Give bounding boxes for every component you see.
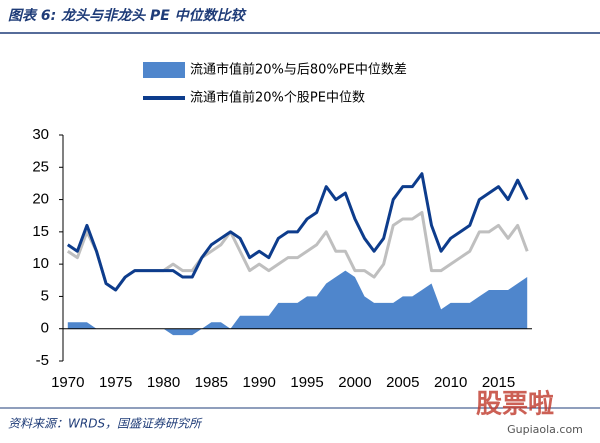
x-tick-label: 2005 bbox=[386, 374, 419, 391]
y-tick-label: -5 bbox=[36, 352, 49, 369]
y-tick-label: 15 bbox=[32, 223, 49, 240]
x-tick-label: 1975 bbox=[99, 374, 132, 391]
line bbox=[66, 172, 529, 292]
y-tick-label: 0 bbox=[41, 320, 49, 337]
area bbox=[67, 270, 528, 336]
chart-title: 图表 6: 龙头与非龙头 PE 中位数比较 bbox=[8, 7, 247, 24]
x-tick-label: 2010 bbox=[434, 374, 467, 391]
source: 资料来源：WRDS，国盛证券研究所 bbox=[8, 417, 203, 431]
legend-label: 流通市值前20%个股PE中位数 bbox=[190, 90, 365, 106]
y-tick-label: 20 bbox=[32, 191, 49, 208]
y-tick-label: 5 bbox=[41, 287, 49, 304]
y-tick-label: 30 bbox=[32, 126, 49, 143]
y-tick-label: 25 bbox=[32, 158, 49, 175]
y-tick-label: 10 bbox=[32, 255, 49, 272]
x-tick-label: 2015 bbox=[482, 374, 515, 391]
line bbox=[66, 210, 529, 292]
x-tick-label: 1995 bbox=[290, 374, 323, 391]
x-tick-label: 1990 bbox=[243, 374, 276, 391]
x-tick-label: 1985 bbox=[195, 374, 228, 391]
legend-swatch bbox=[143, 62, 185, 78]
watermark-site: Gupiaola.com bbox=[507, 423, 583, 436]
legend-label: 流通市值前20%与后80%PE中位数差 bbox=[190, 62, 407, 78]
x-tick-label: 2000 bbox=[338, 374, 371, 391]
x-tick-label: 1980 bbox=[147, 374, 180, 391]
x-tick-label: 1970 bbox=[51, 374, 84, 391]
watermark-logo: 股票啦 bbox=[476, 389, 554, 420]
